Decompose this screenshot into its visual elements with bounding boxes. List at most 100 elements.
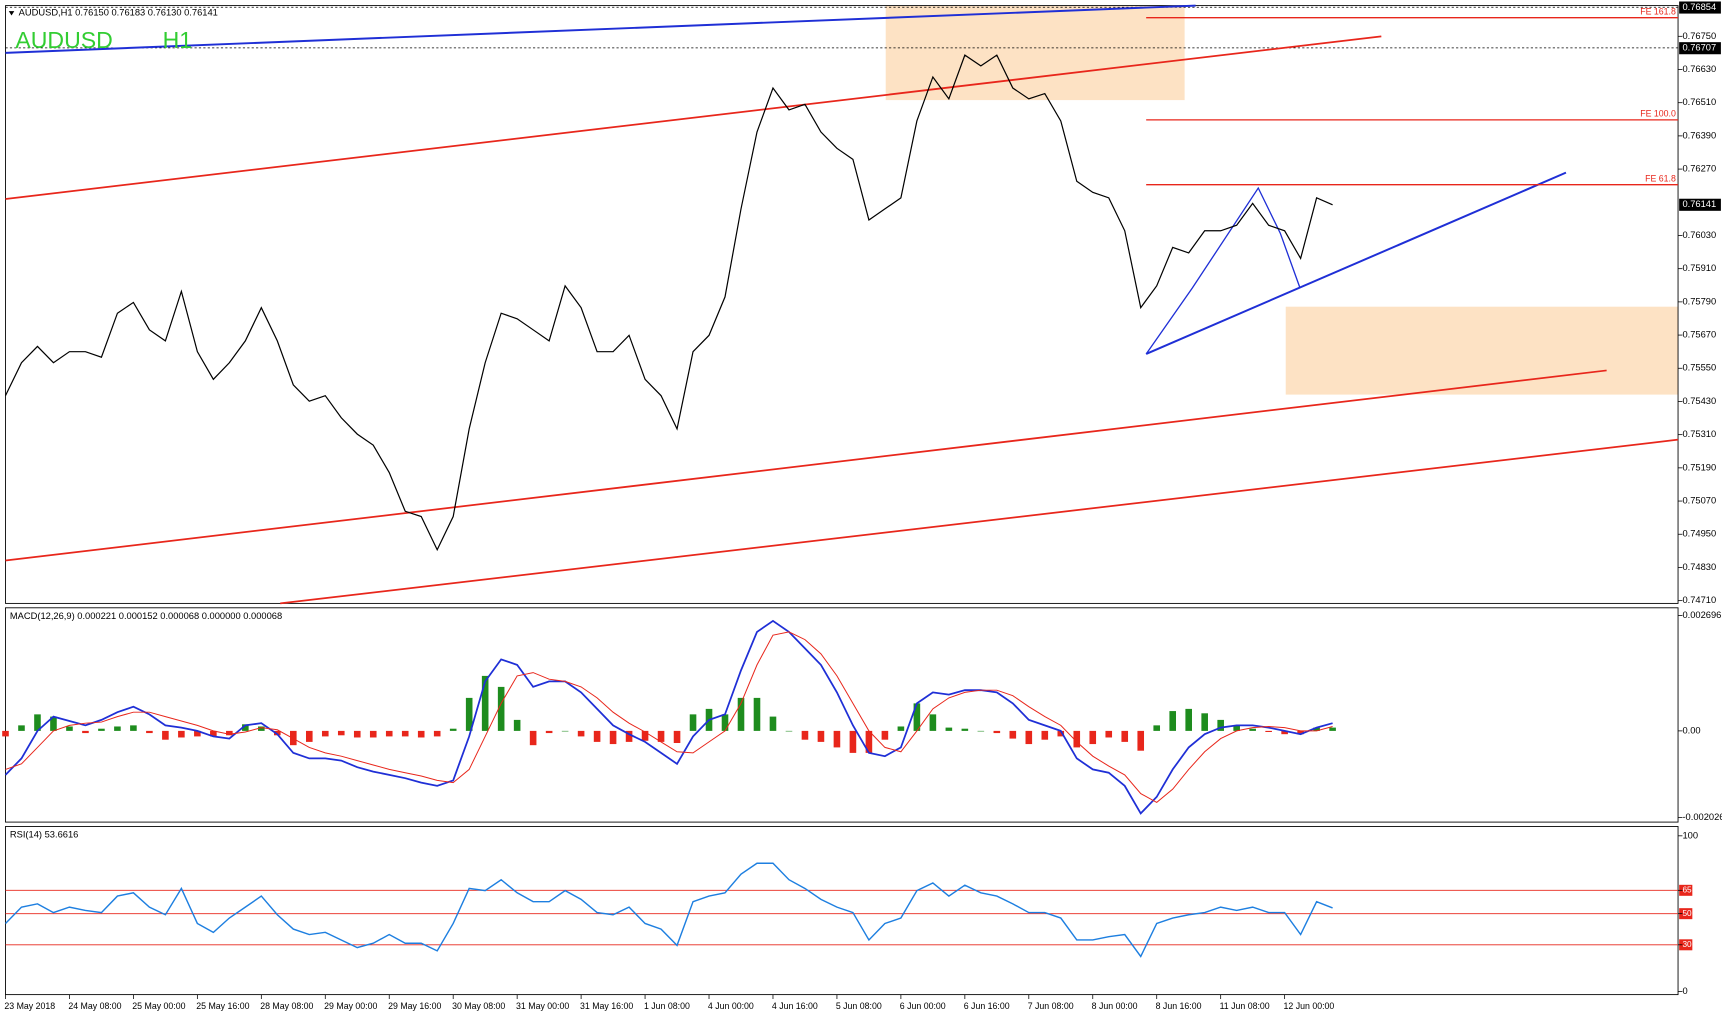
histogram-bar [2, 730, 9, 737]
histogram-bar [385, 730, 393, 737]
histogram-bar [130, 725, 137, 731]
fe-label: FE 61.8 [1645, 174, 1676, 184]
y-tick-label: -0.002026 [1682, 812, 1722, 822]
y-tick-label: 0.76510 [1682, 97, 1716, 107]
histogram-bar [98, 728, 105, 731]
y-tick-label: 0.75190 [1682, 462, 1716, 472]
macd-panel [5, 607, 1679, 823]
histogram-bar [337, 730, 345, 736]
x-tick-label: 25 May 16:00 [196, 1001, 249, 1011]
histogram-bar [481, 675, 489, 731]
price-box [1679, 42, 1721, 55]
chart-title: AUDUSD,H1 0.76150 0.76183 0.76130 0.7614… [19, 8, 218, 18]
histogram-bar [1153, 725, 1161, 731]
x-tick-label: 8 Jun 16:00 [1156, 1001, 1202, 1011]
histogram-bar [82, 730, 89, 734]
histogram-bar [1313, 727, 1320, 731]
fe-label: FE 161.8 [1640, 7, 1676, 17]
y-tick-label: 0.74830 [1682, 562, 1716, 572]
price-box [1679, 198, 1721, 211]
price-line [4, 54, 1333, 552]
y-tick-label: 0.76390 [1682, 130, 1716, 140]
x-tick-label: 6 Jun 16:00 [964, 1001, 1010, 1011]
histogram-bar [561, 730, 569, 732]
histogram-bar [1073, 730, 1081, 748]
y-tick-label: 0.75550 [1682, 363, 1716, 373]
y-tick-label: 0.75310 [1682, 429, 1716, 439]
histogram-bar [274, 730, 281, 736]
histogram-bar [178, 730, 185, 738]
x-tick-label: 4 Jun 16:00 [772, 1001, 818, 1011]
histogram-bar [721, 714, 729, 731]
y-tick-label: 0.76630 [1682, 64, 1716, 74]
histogram-bar [1185, 708, 1192, 731]
x-tick-label: 31 May 16:00 [580, 1001, 633, 1011]
histogram-bar [1057, 730, 1065, 737]
histogram-bar [162, 730, 169, 740]
histogram-bar [833, 730, 841, 748]
histogram-bar [401, 730, 409, 737]
price-label: 0.76141 [1682, 199, 1716, 209]
y-tick-label: 30 [1682, 940, 1692, 949]
histogram-bar [66, 726, 73, 731]
x-tick-label: 5 Jun 08:00 [836, 1001, 882, 1011]
histogram-bar [929, 714, 937, 731]
histogram-bar [194, 730, 201, 737]
histogram-bar [1105, 730, 1113, 738]
channel-line [5, 369, 1607, 562]
histogram-bar [50, 716, 57, 731]
histogram-bar [1025, 730, 1033, 745]
y-tick-label: 0.00 [1682, 725, 1700, 735]
histogram-bar [321, 730, 329, 737]
signal-line [5, 631, 1333, 804]
histogram-bar [641, 730, 649, 741]
x-tick-label: 12 Jun 00:00 [1284, 1001, 1335, 1011]
y-tick-label: 0.75430 [1682, 396, 1716, 406]
histogram-bar [18, 725, 25, 731]
level-box [1679, 908, 1693, 920]
histogram-bar [146, 730, 153, 734]
histogram-bar [577, 730, 585, 737]
y-tick-label: 0.76030 [1682, 230, 1716, 240]
histogram-bar [353, 730, 361, 738]
x-tick-label: 24 May 08:00 [68, 1001, 121, 1011]
x-tick-label: 7 Jun 08:00 [1028, 1001, 1074, 1011]
menu-arrow[interactable] [8, 11, 15, 16]
y-tick-label: 100 [1682, 830, 1698, 840]
x-tick-label: 8 Jun 00:00 [1092, 1001, 1138, 1011]
histogram-bar [258, 726, 265, 731]
fe-label: FE 100.0 [1640, 109, 1676, 119]
histogram-bar [625, 730, 633, 742]
histogram-bar [1281, 730, 1288, 735]
x-tick-label: 31 May 00:00 [516, 1001, 569, 1011]
trend-line [1145, 171, 1567, 355]
y-tick-label: 0.76750 [1682, 31, 1716, 41]
histogram-bar [1121, 730, 1129, 742]
histogram-bar [993, 730, 1001, 734]
histogram-bar [1009, 730, 1017, 739]
histogram-bar [1233, 725, 1240, 731]
demand-zone [1285, 306, 1679, 395]
histogram-bar [305, 730, 313, 742]
level-box [1679, 939, 1693, 951]
price-box [1679, 1, 1721, 14]
histogram-bar [817, 730, 825, 742]
channel-line [280, 438, 1679, 605]
histogram-bar [737, 697, 745, 731]
histogram-bar [689, 714, 697, 731]
y-tick-label: 0.74710 [1682, 595, 1716, 605]
histogram-bar [449, 728, 457, 731]
histogram-bar [114, 726, 121, 731]
y-tick-label: 50 [1682, 909, 1692, 918]
x-tick-label: 30 May 08:00 [452, 1001, 505, 1011]
x-tick-label: 29 May 16:00 [388, 1001, 441, 1011]
histogram-bar [945, 727, 953, 731]
histogram-bar [545, 730, 553, 734]
timeframe-label: H1 [163, 27, 192, 53]
histogram-bar [513, 719, 521, 731]
histogram-bar [961, 728, 969, 731]
histogram-bar [1249, 728, 1256, 731]
histogram-bar [369, 730, 377, 738]
